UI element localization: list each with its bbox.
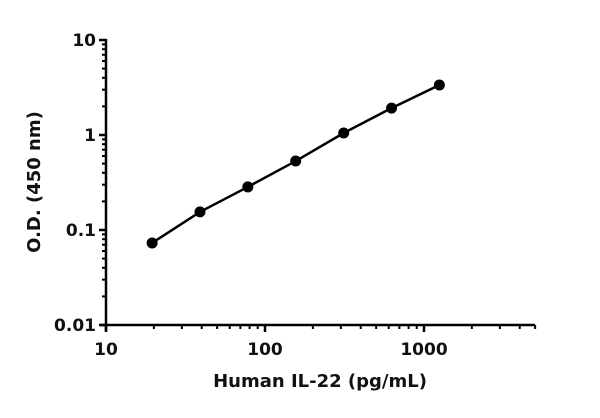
y-tick-label: 10 xyxy=(72,31,96,51)
data-series xyxy=(146,79,445,249)
y-axis-title: O.D. (450 nm) xyxy=(24,111,45,253)
x-tick-label: 10 xyxy=(94,340,118,360)
data-point xyxy=(290,155,302,167)
data-point xyxy=(386,102,398,114)
y-tick-label: 0.01 xyxy=(54,316,96,336)
data-point xyxy=(433,79,445,91)
data-point xyxy=(338,127,350,139)
x-axis-title: Human IL-22 (pg/mL) xyxy=(213,371,427,392)
axes xyxy=(100,39,535,331)
data-point xyxy=(242,181,254,193)
x-tick-label: 100 xyxy=(247,340,283,360)
data-point xyxy=(194,206,206,218)
x-tick-label: 1000 xyxy=(400,340,447,360)
y-tick-label: 1 xyxy=(84,126,96,146)
axis-ticks xyxy=(99,38,537,332)
data-point xyxy=(146,237,158,249)
y-tick-label: 0.1 xyxy=(66,221,96,241)
tick-labels: 0.01 0.1 1 10 10 100 1000 xyxy=(54,31,448,360)
